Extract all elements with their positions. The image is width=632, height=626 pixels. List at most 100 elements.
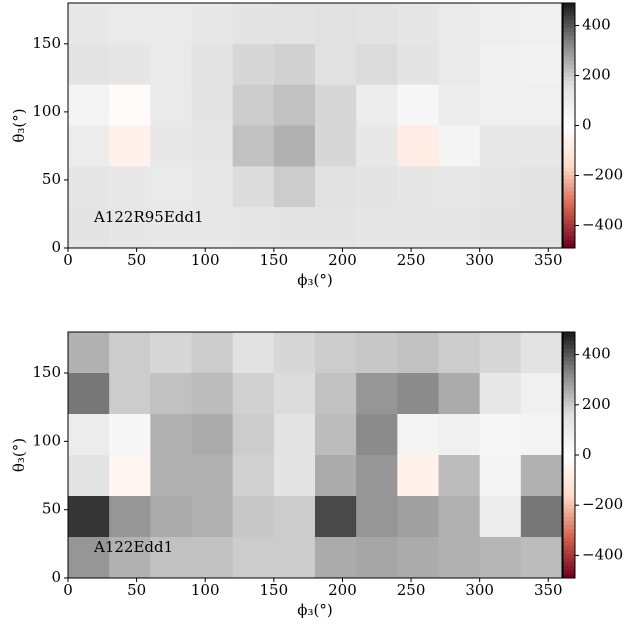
colorbar-step <box>563 483 575 489</box>
colorbar-step <box>563 553 575 558</box>
y-tick-label: 150 <box>32 34 61 52</box>
colorbar-tick-label: −200 <box>582 166 623 184</box>
colorbar-step <box>563 133 575 139</box>
heatmap-cell <box>232 455 275 497</box>
colorbar-step <box>563 88 575 94</box>
colorbar-step <box>563 569 575 575</box>
heatmap-cell <box>356 207 398 249</box>
heatmap-cell <box>479 373 522 415</box>
heatmap-cell <box>356 125 398 167</box>
heatmap-cell <box>356 43 398 86</box>
heatmap-cell <box>315 3 357 45</box>
colorbar-step <box>563 11 575 16</box>
heatmap-cell <box>273 455 316 497</box>
colorbar-step <box>563 381 575 386</box>
heatmap-cell <box>109 125 151 167</box>
colorbar-step <box>563 35 575 41</box>
heatmap-cell <box>479 414 522 456</box>
heatmap-cell <box>150 373 192 415</box>
colorbar-step <box>563 64 575 69</box>
heatmap-cell <box>150 43 192 86</box>
x-tick-label: 350 <box>534 581 563 599</box>
heatmap-cell <box>438 537 481 579</box>
heatmap-cell <box>438 207 481 249</box>
colorbar-step <box>563 340 575 345</box>
colorbar-step <box>563 231 575 237</box>
colorbar-step <box>563 137 575 143</box>
colorbar-step <box>563 158 575 163</box>
heatmap-cell <box>397 207 439 249</box>
heatmap-cell <box>315 373 357 415</box>
x-tick-label: 50 <box>127 581 146 599</box>
colorbar-step <box>563 385 575 390</box>
colorbar-tick-label: 400 <box>582 16 611 34</box>
x-tick-label: 300 <box>465 251 494 269</box>
colorbar-step <box>563 541 575 546</box>
heatmap-cell <box>68 496 110 538</box>
colorbar-tick-label: 400 <box>582 345 611 363</box>
heatmap-cell <box>191 332 234 374</box>
colorbar-step <box>563 487 575 493</box>
y-tick-label: 100 <box>32 431 61 449</box>
heatmap-cell <box>479 332 522 374</box>
heatmap-cell <box>356 414 398 456</box>
x-tick-label: 100 <box>191 251 220 269</box>
heatmap-cell <box>520 166 563 208</box>
heatmap-cell <box>397 43 439 86</box>
heatmap-cell <box>479 537 522 579</box>
heatmap-cell <box>68 3 110 45</box>
colorbar-step <box>563 537 575 542</box>
colorbar-step <box>563 145 575 151</box>
heatmap-cell <box>356 455 398 497</box>
heatmap-cell <box>397 166 439 208</box>
heatmap-cell <box>520 537 563 579</box>
colorbar-step <box>563 174 575 180</box>
x-axis-label: ϕ₃(°) <box>297 601 332 619</box>
colorbar-step <box>563 125 575 131</box>
heatmap-cell <box>150 207 192 249</box>
colorbar-step <box>563 178 575 184</box>
heatmap-cell <box>315 332 357 374</box>
heatmap-cell <box>397 414 439 456</box>
heatmap-cell <box>191 84 234 126</box>
y-tick-label: 0 <box>51 568 61 586</box>
heatmap-cell <box>520 414 563 456</box>
colorbar-step <box>563 475 575 481</box>
colorbar-step <box>563 211 575 216</box>
colorbar-step <box>563 516 575 522</box>
heatmap-cell <box>150 125 192 167</box>
heatmap-cell <box>273 373 316 415</box>
heatmap-cell <box>68 373 110 415</box>
heatmap-cell <box>232 373 275 415</box>
heatmap-cell <box>438 3 481 45</box>
heatmap-cell <box>109 84 151 126</box>
heatmap-cell <box>438 373 481 415</box>
heatmap-cell <box>438 332 481 374</box>
colorbar-tick-label: −400 <box>582 216 623 234</box>
heatmap-cell <box>356 496 398 538</box>
heatmap-cell <box>191 125 234 167</box>
colorbar-step <box>563 397 575 403</box>
colorbar-step <box>563 520 575 526</box>
colorbar-step <box>563 360 575 366</box>
colorbar-tick-label: 200 <box>582 66 611 84</box>
heatmap-cell <box>232 332 275 374</box>
heatmap-cell <box>520 43 563 86</box>
y-tick-label: 50 <box>42 500 61 518</box>
heatmap-cell <box>273 332 316 374</box>
heatmap-cell <box>397 84 439 126</box>
heatmap-cell <box>520 373 563 415</box>
colorbar-step <box>563 450 575 456</box>
colorbar-step <box>563 561 575 567</box>
heatmap-cell <box>232 125 275 167</box>
heatmap-cell <box>109 373 151 415</box>
colorbar-step <box>563 19 575 24</box>
heatmap-cell <box>356 332 398 374</box>
colorbar-step <box>563 43 575 49</box>
colorbar-step <box>563 573 575 579</box>
heatmap-cell <box>315 166 357 208</box>
colorbar-step <box>563 565 575 571</box>
y-tick-label: 50 <box>42 170 61 188</box>
x-tick-label: 100 <box>191 581 220 599</box>
colorbar-step <box>563 105 575 110</box>
